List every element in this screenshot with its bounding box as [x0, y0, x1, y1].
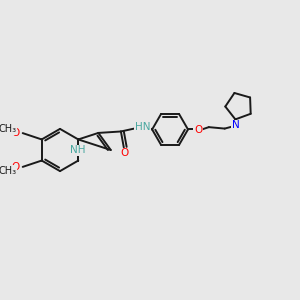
Text: O: O — [194, 125, 202, 135]
Text: O: O — [11, 162, 20, 172]
Text: O: O — [11, 128, 20, 138]
Text: CH₃: CH₃ — [0, 166, 17, 176]
Text: CH₃: CH₃ — [0, 124, 17, 134]
Text: N: N — [232, 120, 240, 130]
Text: HN: HN — [135, 122, 150, 132]
Text: O: O — [121, 148, 129, 158]
Text: NH: NH — [70, 146, 86, 155]
